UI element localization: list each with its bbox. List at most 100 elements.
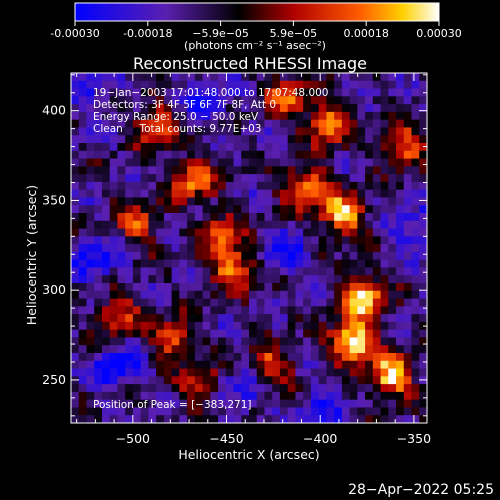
- heatmap-cell: [148, 399, 157, 408]
- heatmap-cell: [287, 345, 296, 354]
- heatmap-cell: [365, 290, 374, 299]
- heatmap-cell: [388, 96, 397, 105]
- heatmap-cell: [233, 236, 242, 245]
- heatmap-cell: [109, 127, 118, 136]
- heatmap-cell: [388, 236, 397, 245]
- heatmap-cell: [78, 244, 87, 253]
- heatmap-cell: [210, 104, 219, 113]
- heatmap-cell: [94, 376, 103, 385]
- heatmap-cell: [241, 174, 250, 183]
- heatmap-cell: [233, 360, 242, 369]
- heatmap-cell: [326, 213, 335, 222]
- heatmap-cell: [163, 345, 173, 354]
- heatmap-cell: [140, 407, 149, 416]
- x-tick-label: −500: [116, 431, 150, 446]
- heatmap-cell: [295, 321, 304, 331]
- heatmap-cell: [241, 329, 250, 338]
- heatmap-cell: [179, 251, 188, 261]
- heatmap-cell: [187, 119, 196, 128]
- heatmap-cell: [156, 360, 165, 369]
- heatmap-cell: [156, 337, 165, 346]
- heatmap-cell: [310, 321, 320, 331]
- heatmap-cell: [419, 150, 427, 159]
- heatmap-cell: [287, 111, 296, 121]
- heatmap-cell: [310, 391, 320, 401]
- heatmap-cell: [94, 197, 103, 206]
- heatmap-cell: [341, 181, 351, 191]
- heatmap-cell: [101, 384, 111, 393]
- heatmap-cell: [388, 345, 397, 354]
- heatmap-cell: [163, 127, 173, 136]
- heatmap-cell: [86, 353, 95, 362]
- heatmap-cell: [86, 407, 95, 416]
- heatmap-cell: [264, 166, 273, 175]
- heatmap-cell: [341, 306, 351, 315]
- heatmap-cell: [380, 135, 389, 144]
- heatmap-cell: [109, 314, 118, 323]
- heatmap-cell: [187, 158, 196, 167]
- heatmap-cell: [372, 135, 381, 144]
- heatmap-cell: [279, 205, 289, 214]
- heatmap-cell: [403, 127, 412, 136]
- heatmap-cell: [372, 197, 381, 206]
- heatmap-cell: [218, 228, 227, 237]
- heatmap-cell: [334, 96, 343, 105]
- heatmap-cell: [109, 220, 118, 229]
- heatmap-cell: [303, 290, 312, 299]
- heatmap-cell: [71, 158, 80, 167]
- heatmap-cell: [210, 415, 219, 423]
- heatmap-cell: [357, 80, 366, 89]
- heatmap-cell: [71, 306, 80, 315]
- heatmap-cell: [148, 220, 157, 229]
- heatmap-cell: [403, 135, 412, 144]
- heatmap-cell: [341, 135, 351, 144]
- heatmap-cell: [132, 111, 142, 121]
- heatmap-cell: [403, 197, 412, 206]
- heatmap-cell: [78, 80, 87, 89]
- colorbar-tick-label: -0.00018: [123, 27, 172, 40]
- heatmap-cell: [310, 166, 320, 175]
- heatmap-cell: [233, 267, 242, 276]
- heatmap-cell: [372, 267, 381, 276]
- heatmap-cell: [357, 143, 366, 152]
- heatmap-cell: [256, 259, 265, 268]
- heatmap-cell: [380, 80, 389, 89]
- heatmap-cell: [156, 345, 165, 354]
- heatmap-cell: [264, 181, 273, 191]
- heatmap-cell: [210, 321, 219, 331]
- heatmap-cell: [179, 205, 188, 214]
- heatmap-cell: [295, 205, 304, 214]
- heatmap-cell: [86, 290, 95, 299]
- heatmap-cell: [225, 267, 234, 276]
- heatmap-cell: [202, 283, 211, 292]
- heatmap-cell: [380, 251, 389, 261]
- heatmap-cell: [156, 244, 165, 253]
- heatmap-cell: [411, 189, 420, 198]
- heatmap-cell: [349, 96, 358, 105]
- heatmap-cell: [403, 73, 412, 82]
- heatmap-cell: [388, 127, 397, 136]
- heatmap-cell: [264, 174, 273, 183]
- heatmap-cell: [318, 275, 327, 284]
- heatmap-cell: [187, 174, 196, 183]
- heatmap-cell: [218, 104, 227, 113]
- heatmap-cell: [71, 415, 80, 423]
- heatmap-cell: [256, 407, 265, 416]
- heatmap-cell: [94, 189, 103, 198]
- heatmap-cell: [341, 407, 351, 416]
- heatmap-cell: [256, 220, 265, 229]
- heatmap-cell: [396, 174, 405, 183]
- heatmap-cell: [163, 415, 173, 423]
- heatmap-cell: [411, 376, 420, 385]
- heatmap-cell: [218, 174, 227, 183]
- heatmap-cell: [94, 391, 103, 401]
- heatmap-cell: [287, 384, 296, 393]
- heatmap-cell: [140, 376, 149, 385]
- heatmap-cell: [272, 174, 281, 183]
- heatmap-cell: [156, 384, 165, 393]
- heatmap-cell: [71, 135, 80, 144]
- heatmap-cell: [334, 407, 343, 416]
- heatmap-cell: [419, 244, 427, 253]
- heatmap-cell: [171, 104, 180, 113]
- heatmap-cell: [109, 353, 118, 362]
